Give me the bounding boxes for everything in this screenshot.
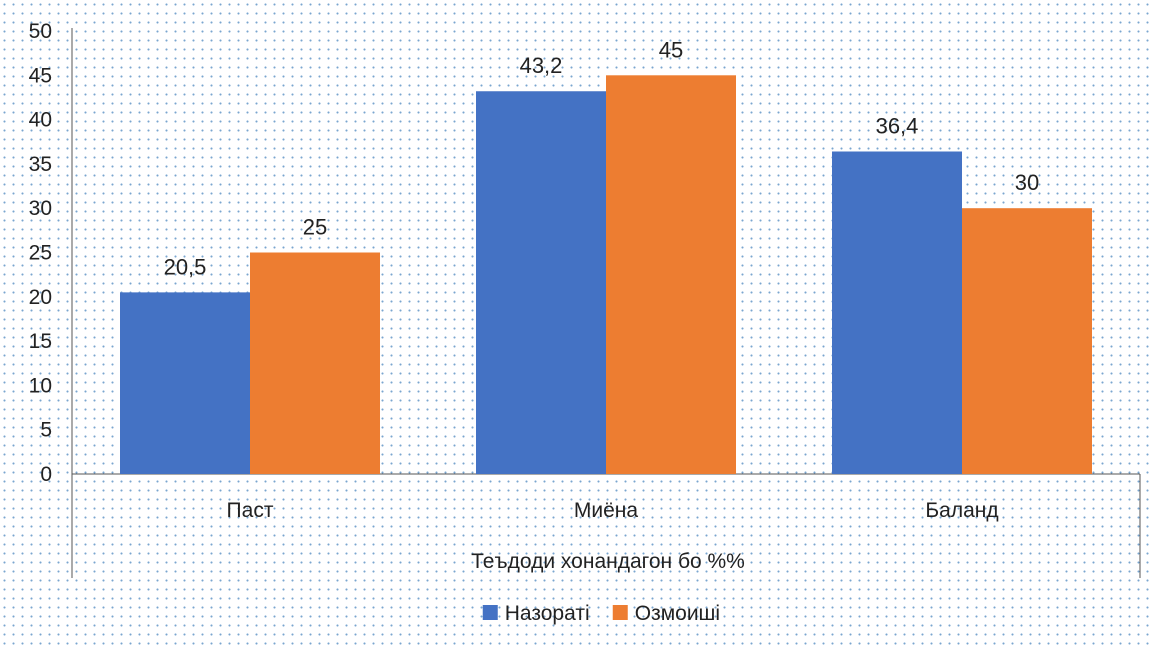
y-tick-label: 45: [29, 64, 52, 87]
category-label: Миёна: [574, 499, 639, 522]
legend-swatch: [612, 605, 628, 620]
y-tick-label: 0: [40, 463, 52, 486]
data-label: 36,4: [876, 113, 919, 138]
legend: Назораті Озмоиші: [482, 602, 720, 625]
bars: [120, 75, 1092, 475]
y-axis-ticks: 0 5 10 15 20 25 30 35 40 45 50: [29, 20, 52, 486]
bar: [120, 292, 250, 474]
y-tick-label: 15: [29, 330, 52, 353]
y-tick-label: 25: [29, 242, 52, 265]
data-labels: 20,5 25 43,2 45 36,4 30: [164, 37, 1040, 279]
category-label: Баланд: [925, 499, 998, 522]
category-label: Паст: [227, 499, 274, 522]
data-label: 20,5: [164, 254, 207, 279]
legend-label: Назораті: [505, 602, 590, 625]
y-tick-label: 40: [29, 109, 52, 132]
data-label: 25: [303, 215, 327, 240]
category-labels: Паст Миёна Баланд: [227, 499, 999, 522]
legend-swatch: [482, 605, 498, 620]
y-tick-label: 30: [29, 197, 52, 220]
data-label: 43,2: [520, 53, 563, 78]
legend-label: Озмоиші: [635, 602, 720, 625]
y-tick-label: 50: [29, 20, 52, 43]
y-tick-label: 35: [29, 153, 52, 176]
x-axis-title: Теъдоди хонандагон бо %%: [471, 550, 745, 573]
bar: [606, 75, 736, 475]
bar: [962, 208, 1092, 474]
y-tick-label: 5: [40, 419, 52, 442]
bar: [476, 91, 606, 475]
y-tick-label: 20: [29, 286, 52, 309]
bar: [250, 252, 380, 474]
data-label: 30: [1015, 170, 1039, 195]
data-label: 45: [659, 37, 683, 62]
bar: [832, 151, 962, 474]
y-tick-label: 10: [29, 374, 52, 397]
